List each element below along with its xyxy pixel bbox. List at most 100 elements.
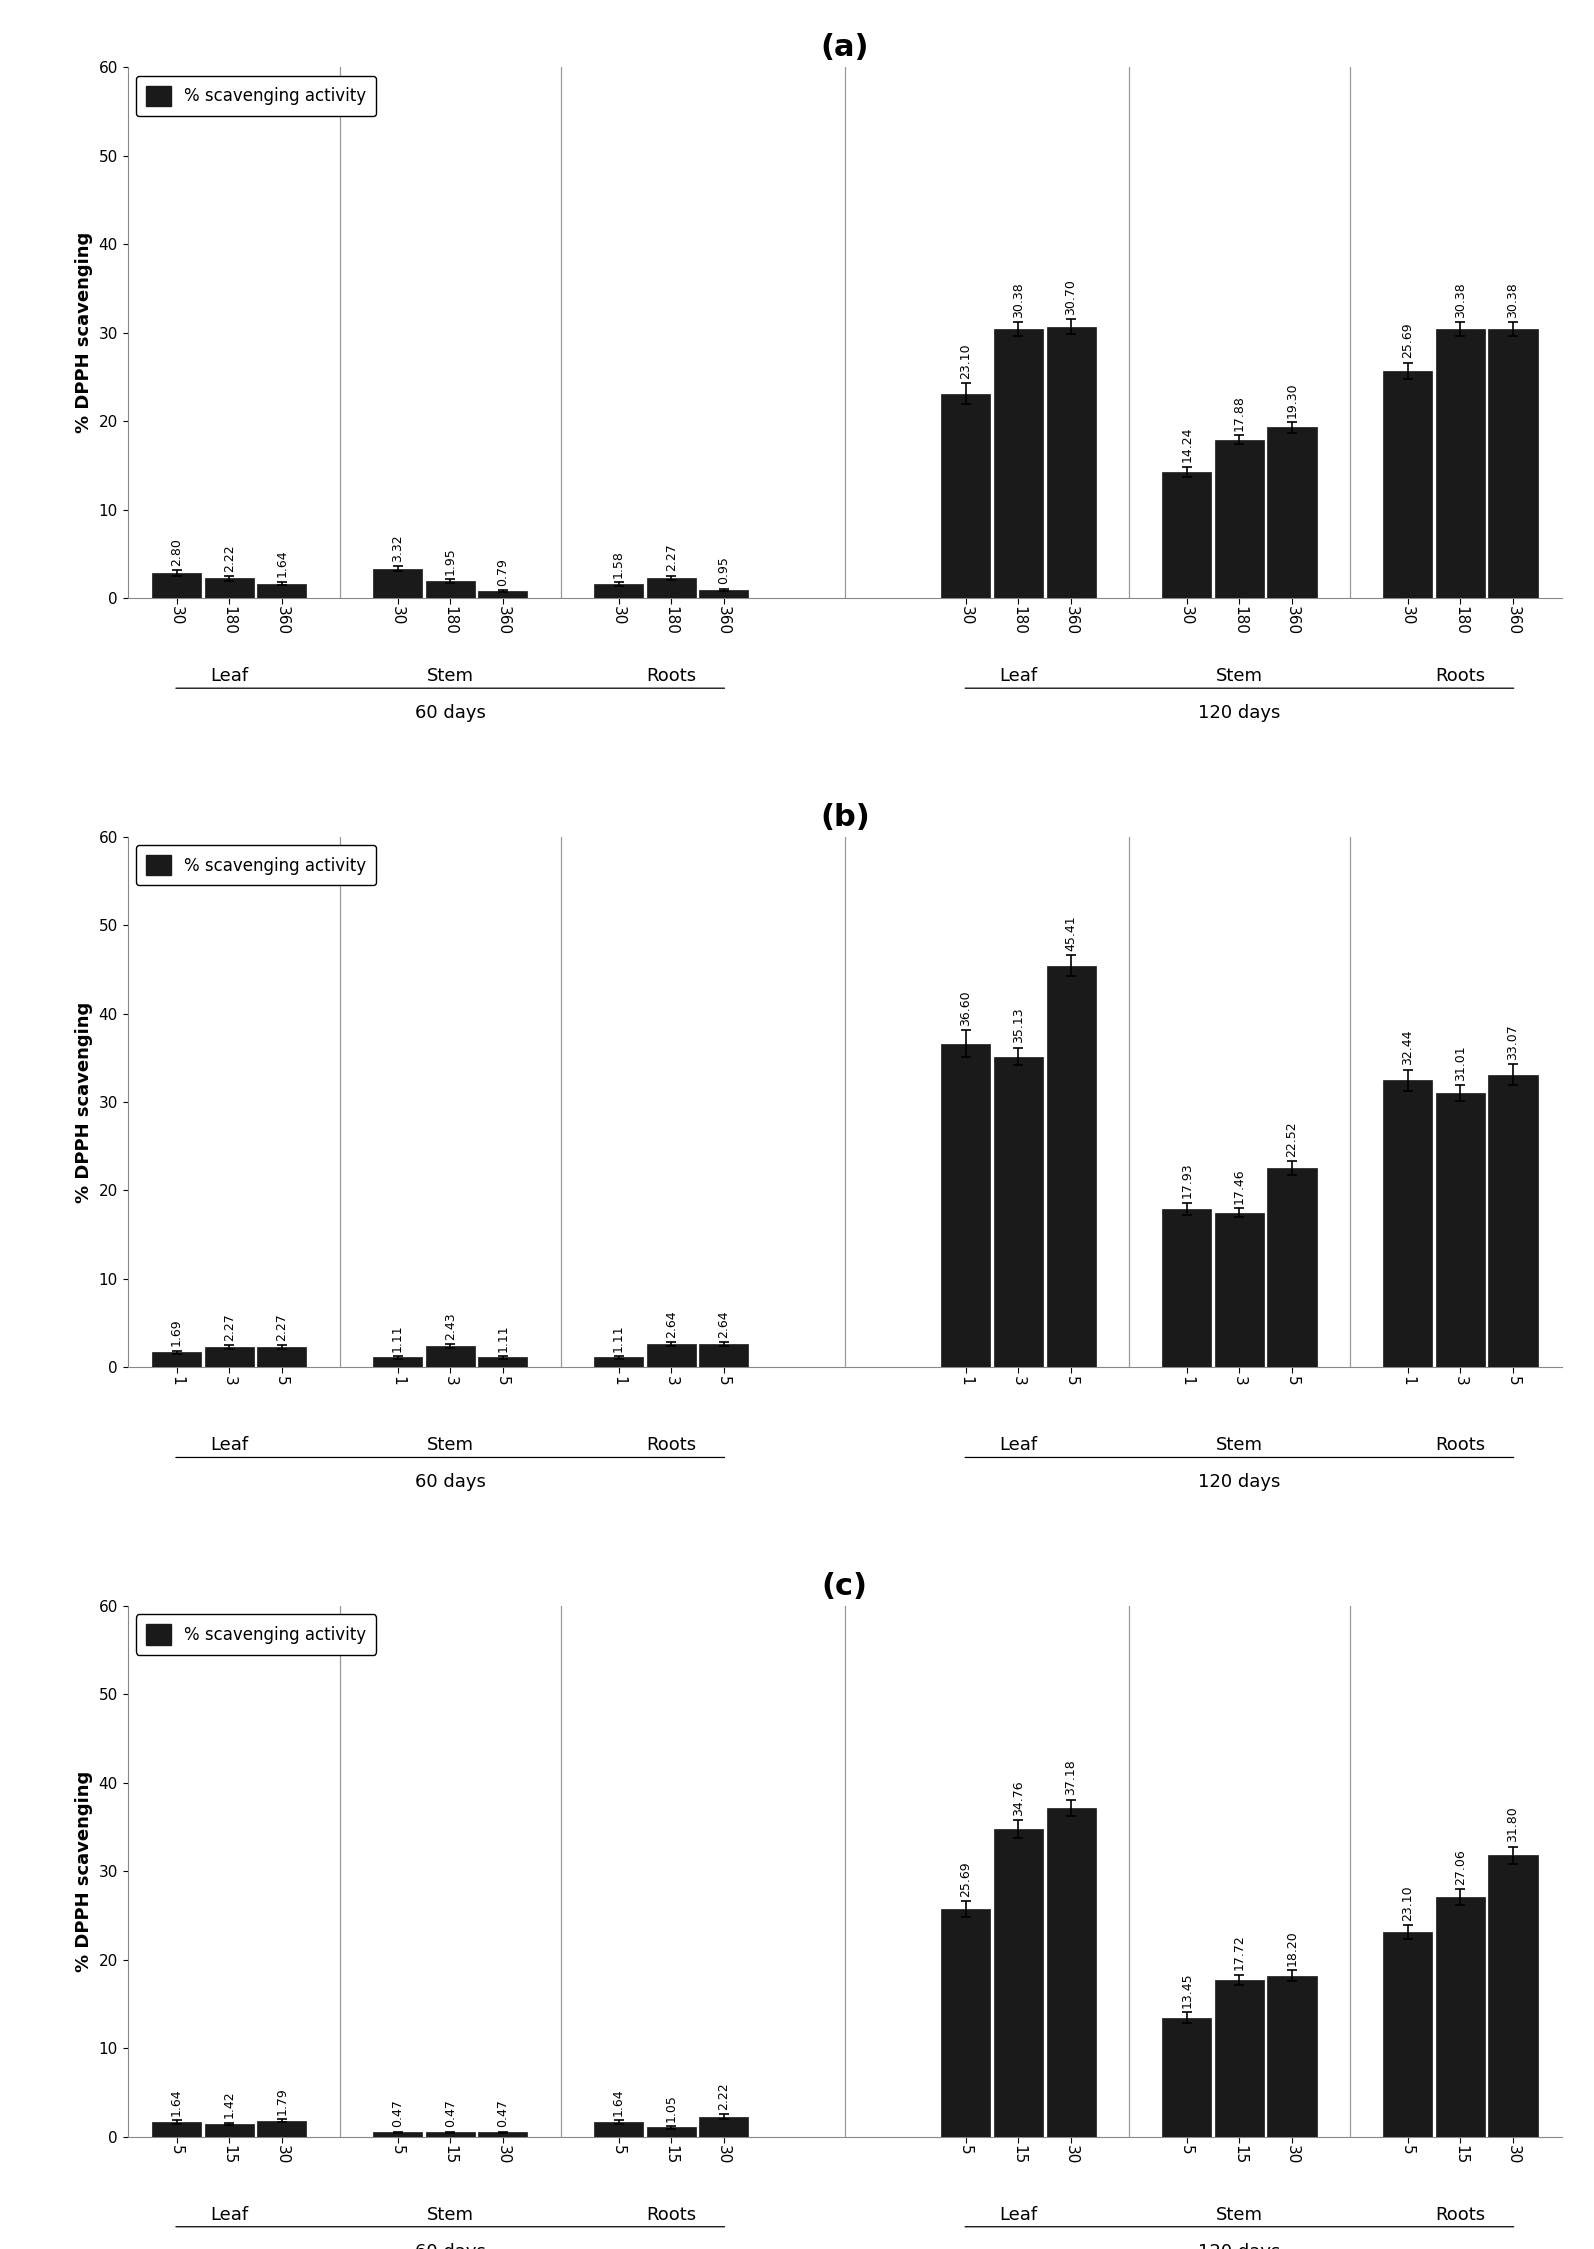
Bar <box>426 1345 475 1367</box>
Text: Leaf: Leaf <box>210 668 249 686</box>
Bar <box>1436 328 1486 598</box>
Text: 25.69: 25.69 <box>960 1862 972 1896</box>
Text: 1.42: 1.42 <box>223 2092 236 2119</box>
Y-axis label: % DPPH scavenging: % DPPH scavenging <box>75 1770 92 1972</box>
Text: 31.80: 31.80 <box>1506 1806 1519 1842</box>
Text: 18.20: 18.20 <box>1285 1930 1299 1966</box>
Text: Roots: Roots <box>1435 2206 1486 2224</box>
Text: 23.10: 23.10 <box>960 344 972 378</box>
Text: 2.27: 2.27 <box>223 1313 236 1340</box>
Text: 37.18: 37.18 <box>1065 1759 1078 1795</box>
Bar <box>595 585 642 598</box>
Text: Stem: Stem <box>1216 668 1262 686</box>
Bar <box>647 2128 695 2137</box>
Title: (a): (a) <box>821 34 869 63</box>
Bar <box>647 578 695 598</box>
Text: 36.60: 36.60 <box>960 990 972 1026</box>
Bar <box>426 580 475 598</box>
Text: 60 days: 60 days <box>414 704 486 722</box>
Text: 35.13: 35.13 <box>1012 1008 1025 1044</box>
Text: 1.69: 1.69 <box>171 1318 183 1347</box>
Text: 17.93: 17.93 <box>1180 1163 1194 1199</box>
Text: 2.64: 2.64 <box>717 1311 730 1338</box>
Text: 30.38: 30.38 <box>1506 281 1519 317</box>
Text: 120 days: 120 days <box>1199 1473 1280 1491</box>
Bar <box>257 1347 306 1367</box>
Bar <box>1384 1932 1433 2137</box>
Bar <box>478 2132 528 2137</box>
Bar <box>595 2123 642 2137</box>
Bar <box>995 1057 1042 1367</box>
Text: 1.64: 1.64 <box>612 2089 625 2116</box>
Text: 2.22: 2.22 <box>717 2083 730 2110</box>
Text: 2.64: 2.64 <box>665 1309 677 1338</box>
Bar <box>1215 1212 1264 1367</box>
Bar <box>151 2123 201 2137</box>
Text: Roots: Roots <box>1435 668 1486 686</box>
Text: 1.95: 1.95 <box>443 547 457 573</box>
Bar <box>995 1828 1042 2137</box>
Text: 17.72: 17.72 <box>1232 1934 1247 1970</box>
Bar <box>700 589 748 598</box>
Bar <box>700 2116 748 2137</box>
Text: 1.11: 1.11 <box>391 1325 405 1352</box>
Text: 0.79: 0.79 <box>496 558 510 585</box>
Bar <box>700 1345 748 1367</box>
Bar <box>1384 1080 1433 1367</box>
Text: 3.32: 3.32 <box>391 533 405 562</box>
Text: 120 days: 120 days <box>1199 2242 1280 2249</box>
Text: 23.10: 23.10 <box>1401 1885 1414 1921</box>
Bar <box>1162 2017 1211 2137</box>
Text: Stem: Stem <box>1216 1437 1262 1455</box>
Text: Stem: Stem <box>427 1437 473 1455</box>
Title: (b): (b) <box>819 803 870 832</box>
Text: 2.22: 2.22 <box>223 544 236 571</box>
Bar <box>257 2121 306 2137</box>
Bar <box>204 2123 253 2137</box>
Text: 2.27: 2.27 <box>665 544 677 571</box>
Bar <box>1162 472 1211 598</box>
Text: Stem: Stem <box>427 668 473 686</box>
Bar <box>1267 1167 1317 1367</box>
Bar <box>1047 965 1095 1367</box>
Bar <box>204 1347 253 1367</box>
Bar <box>1489 328 1538 598</box>
Text: 30.38: 30.38 <box>1012 281 1025 317</box>
Legend: % scavenging activity: % scavenging activity <box>135 76 376 117</box>
Bar <box>1047 1808 1095 2137</box>
Bar <box>257 582 306 598</box>
Text: 19.30: 19.30 <box>1285 382 1299 418</box>
Legend: % scavenging activity: % scavenging activity <box>135 1615 376 1655</box>
Text: 30.70: 30.70 <box>1065 279 1078 315</box>
Bar <box>1489 1075 1538 1367</box>
Text: 2.27: 2.27 <box>276 1313 289 1340</box>
Text: 60 days: 60 days <box>414 1473 486 1491</box>
Text: 60 days: 60 days <box>414 2242 486 2249</box>
Text: 34.76: 34.76 <box>1012 1781 1025 1815</box>
Bar <box>373 1358 422 1367</box>
Bar <box>151 573 201 598</box>
Bar <box>595 1358 642 1367</box>
Text: 0.47: 0.47 <box>496 2098 510 2128</box>
Text: 32.44: 32.44 <box>1401 1030 1414 1066</box>
Bar <box>1162 1208 1211 1367</box>
Bar <box>1489 1855 1538 2137</box>
Text: 1.11: 1.11 <box>496 1325 510 1352</box>
Text: 120 days: 120 days <box>1199 704 1280 722</box>
Bar <box>1436 1898 1486 2137</box>
Text: 1.58: 1.58 <box>612 551 625 578</box>
Text: 22.52: 22.52 <box>1285 1120 1299 1156</box>
Text: Roots: Roots <box>646 668 697 686</box>
Bar <box>151 1352 201 1367</box>
Text: Leaf: Leaf <box>999 1437 1038 1455</box>
Bar <box>1047 326 1095 598</box>
Text: Stem: Stem <box>1216 2206 1262 2224</box>
Bar <box>426 2132 475 2137</box>
Text: 2.80: 2.80 <box>171 538 183 567</box>
Text: Leaf: Leaf <box>210 2206 249 2224</box>
Text: 25.69: 25.69 <box>1401 324 1414 358</box>
Text: 1.79: 1.79 <box>276 2087 289 2114</box>
Text: Stem: Stem <box>427 2206 473 2224</box>
Y-axis label: % DPPH scavenging: % DPPH scavenging <box>75 232 92 434</box>
Bar <box>204 578 253 598</box>
